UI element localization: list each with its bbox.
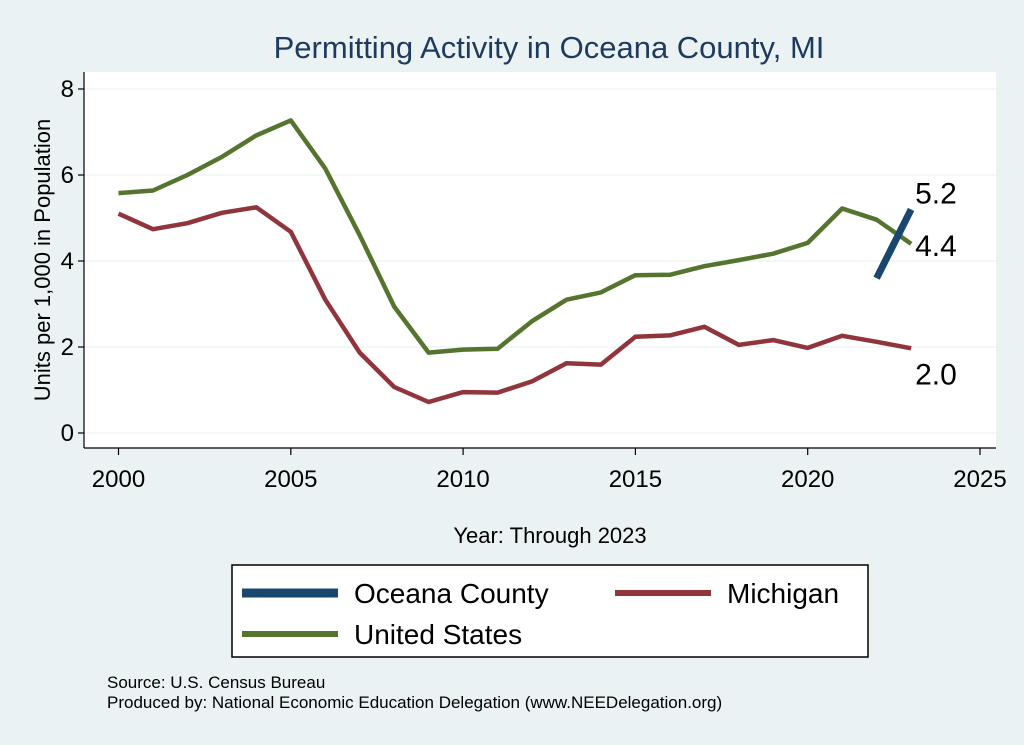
x-tick-label-0: 2000 bbox=[92, 466, 145, 493]
series-layer bbox=[117, 118, 915, 405]
x-tick-label-5: 2025 bbox=[953, 466, 1006, 493]
x-tick-label-1: 2005 bbox=[264, 466, 317, 493]
end-labels: 5.2 2.0 4.4 bbox=[915, 177, 957, 391]
series-line-united-states bbox=[118, 118, 913, 355]
y-tick-label-1: 2 bbox=[61, 334, 74, 361]
y-tick-label-2: 4 bbox=[61, 248, 74, 275]
legend-box bbox=[231, 564, 869, 658]
y-axis-title: Units per 1,000 in Population bbox=[30, 119, 55, 402]
x-tick-label-4: 2020 bbox=[781, 466, 834, 493]
axes: 0 2 4 6 8 2000 2005 2010 2015 2020 2025 bbox=[61, 72, 1007, 493]
y-tick-label-4: 8 bbox=[61, 76, 74, 103]
x-tick-label-3: 2015 bbox=[609, 466, 662, 493]
chart-title: Permitting Activity in Oceana County, MI bbox=[274, 30, 825, 65]
x-axis-title: Year: Through 2023 bbox=[453, 523, 646, 548]
end-label-michigan: 2.0 bbox=[915, 358, 957, 391]
legend-label-michigan: Michigan bbox=[727, 578, 839, 609]
series-line-michigan bbox=[117, 205, 912, 405]
legend-label-oceana-county: Oceana County bbox=[354, 578, 549, 609]
y-tick-label-0: 0 bbox=[61, 420, 74, 447]
end-label-oceana-county: 5.2 bbox=[915, 177, 957, 210]
legend-label-united-states: United States bbox=[354, 619, 522, 650]
legend: Oceana County Michigan United States bbox=[242, 578, 839, 650]
source-note: Source: U.S. Census Bureau bbox=[107, 673, 325, 692]
end-label-united-states: 4.4 bbox=[915, 230, 957, 263]
producer-note: Produced by: National Economic Education… bbox=[107, 693, 722, 712]
x-tick-label-2: 2010 bbox=[436, 466, 489, 493]
y-tick-label-3: 6 bbox=[61, 162, 74, 189]
gridlines bbox=[84, 88, 996, 434]
series-line-oceana-county bbox=[873, 207, 915, 280]
plot-area bbox=[84, 72, 996, 448]
